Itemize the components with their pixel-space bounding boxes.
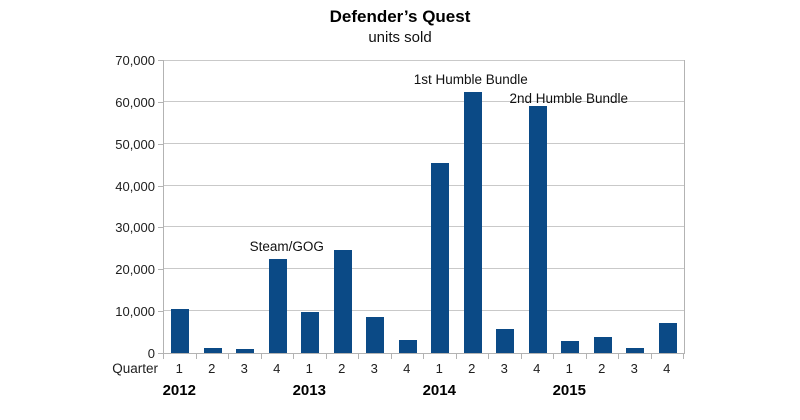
gridline — [164, 226, 684, 228]
x-tick-mark — [618, 354, 619, 359]
x-axis-title: Quarter — [112, 361, 158, 376]
y-tick-label: 10,000 — [115, 304, 155, 320]
x-tick-label: 3 — [630, 361, 638, 376]
y-tick-mark — [158, 227, 163, 229]
x-tick-label: 2 — [208, 361, 216, 376]
gridline — [164, 268, 684, 270]
year-label: 2012 — [162, 382, 196, 399]
x-tick-mark — [553, 354, 554, 359]
y-tick-label: 20,000 — [115, 262, 155, 278]
y-tick-label: 40,000 — [115, 178, 155, 194]
bar — [528, 106, 547, 353]
y-tick-label: 70,000 — [115, 53, 155, 68]
annotation-label: 1st Humble Bundle — [413, 72, 528, 88]
bar — [268, 259, 287, 353]
year-label: 2014 — [422, 382, 456, 399]
x-tick-mark — [163, 354, 164, 359]
x-tick-mark — [423, 354, 424, 359]
y-tick-mark — [158, 60, 163, 61]
y-tick-mark — [158, 143, 163, 145]
y-tick-label: 50,000 — [115, 136, 155, 152]
bar — [593, 336, 612, 353]
x-tick-label: 4 — [533, 361, 541, 376]
x-tick-label: 4 — [663, 361, 671, 376]
bar — [561, 340, 580, 353]
bar — [171, 309, 190, 353]
x-tick-label: 3 — [370, 361, 378, 376]
y-tick-label: 30,000 — [115, 220, 155, 236]
annotation-label: 2nd Humble Bundle — [509, 91, 629, 107]
x-tick-label: 1 — [565, 361, 573, 376]
x-tick-mark — [650, 354, 652, 359]
gridline — [164, 142, 684, 144]
x-tick-label: 2 — [338, 361, 346, 376]
gridline — [164, 100, 684, 102]
bar — [496, 328, 515, 353]
annotation-label: Steam/GOG — [249, 239, 324, 255]
x-tick-mark — [260, 354, 262, 359]
gridline — [164, 184, 684, 186]
x-tick-mark — [520, 354, 522, 359]
x-tick-mark — [390, 354, 392, 359]
bar — [236, 349, 255, 353]
chart-subtitle: units sold — [368, 29, 432, 46]
gridline — [164, 310, 684, 312]
x-tick-label: 4 — [403, 361, 411, 376]
x-tick-label: 2 — [468, 361, 476, 376]
bar — [301, 312, 320, 353]
y-tick-mark — [158, 101, 163, 103]
y-tick-mark — [158, 311, 163, 313]
plot-area — [163, 60, 685, 354]
year-label: 2013 — [292, 382, 326, 399]
x-tick-mark — [358, 354, 359, 359]
chart-title: Defender’s Quest — [329, 7, 471, 26]
year-label: 2015 — [552, 382, 586, 399]
y-tick-mark — [158, 353, 163, 354]
bar — [333, 250, 352, 353]
bar — [463, 92, 482, 353]
bar — [658, 322, 677, 353]
x-tick-label: 3 — [240, 361, 248, 376]
x-tick-mark — [293, 354, 294, 359]
bar — [366, 317, 385, 353]
x-tick-label: 2 — [598, 361, 606, 376]
x-tick-mark — [195, 354, 197, 359]
bar — [398, 340, 417, 353]
x-tick-mark — [683, 354, 684, 359]
y-tick-mark — [158, 269, 163, 271]
x-tick-label: 1 — [175, 361, 183, 376]
x-tick-label: 1 — [435, 361, 443, 376]
y-tick-mark — [158, 185, 163, 187]
bar — [431, 162, 450, 353]
x-tick-mark — [488, 354, 489, 359]
x-tick-label: 3 — [500, 361, 508, 376]
x-tick-mark — [455, 354, 457, 359]
bar — [626, 347, 645, 353]
y-tick-label: 0 — [147, 346, 155, 361]
x-tick-mark — [228, 354, 229, 359]
x-tick-label: 4 — [273, 361, 281, 376]
y-tick-label: 60,000 — [115, 94, 155, 110]
x-tick-mark — [325, 354, 327, 359]
gridline — [164, 60, 684, 61]
x-tick-label: 1 — [305, 361, 313, 376]
bar — [203, 347, 222, 353]
x-tick-mark — [585, 354, 587, 359]
